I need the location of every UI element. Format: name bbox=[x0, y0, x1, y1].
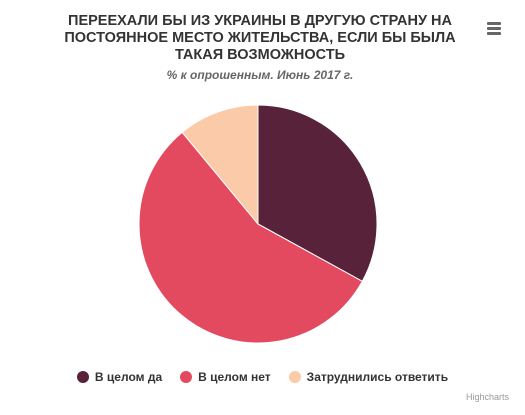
legend-item-1[interactable]: В целом да bbox=[76, 370, 163, 384]
legend-item-3[interactable]: Затруднились ответить bbox=[288, 370, 449, 384]
legend-label: Затруднились ответить bbox=[306, 370, 449, 384]
pie-slice-1[interactable] bbox=[257, 104, 378, 282]
chart-title: ПЕРЕЕХАЛИ БЫ ИЗ УКРАИНЫ В ДРУГУЮ СТРАНУ … bbox=[64, 13, 456, 63]
legend: В целом да В целом нет Затруднились ответи… bbox=[0, 370, 525, 384]
pie-slice-3[interactable] bbox=[181, 104, 259, 225]
pie-slice-2[interactable] bbox=[138, 131, 363, 344]
legend-item-2[interactable]: В целом нет bbox=[180, 370, 271, 384]
legend-symbol bbox=[288, 371, 301, 383]
chart-subtitle: % к опрошенным. Июнь 2017 г. bbox=[166, 68, 354, 82]
hamburger-menu-icon[interactable] bbox=[482, 18, 506, 40]
legend-label: В целом да bbox=[94, 370, 163, 384]
credits-link[interactable]: Highcharts bbox=[465, 392, 509, 402]
legend-label: В целом нет bbox=[198, 370, 271, 384]
legend-symbol bbox=[76, 371, 89, 383]
legend-symbol bbox=[180, 371, 193, 383]
